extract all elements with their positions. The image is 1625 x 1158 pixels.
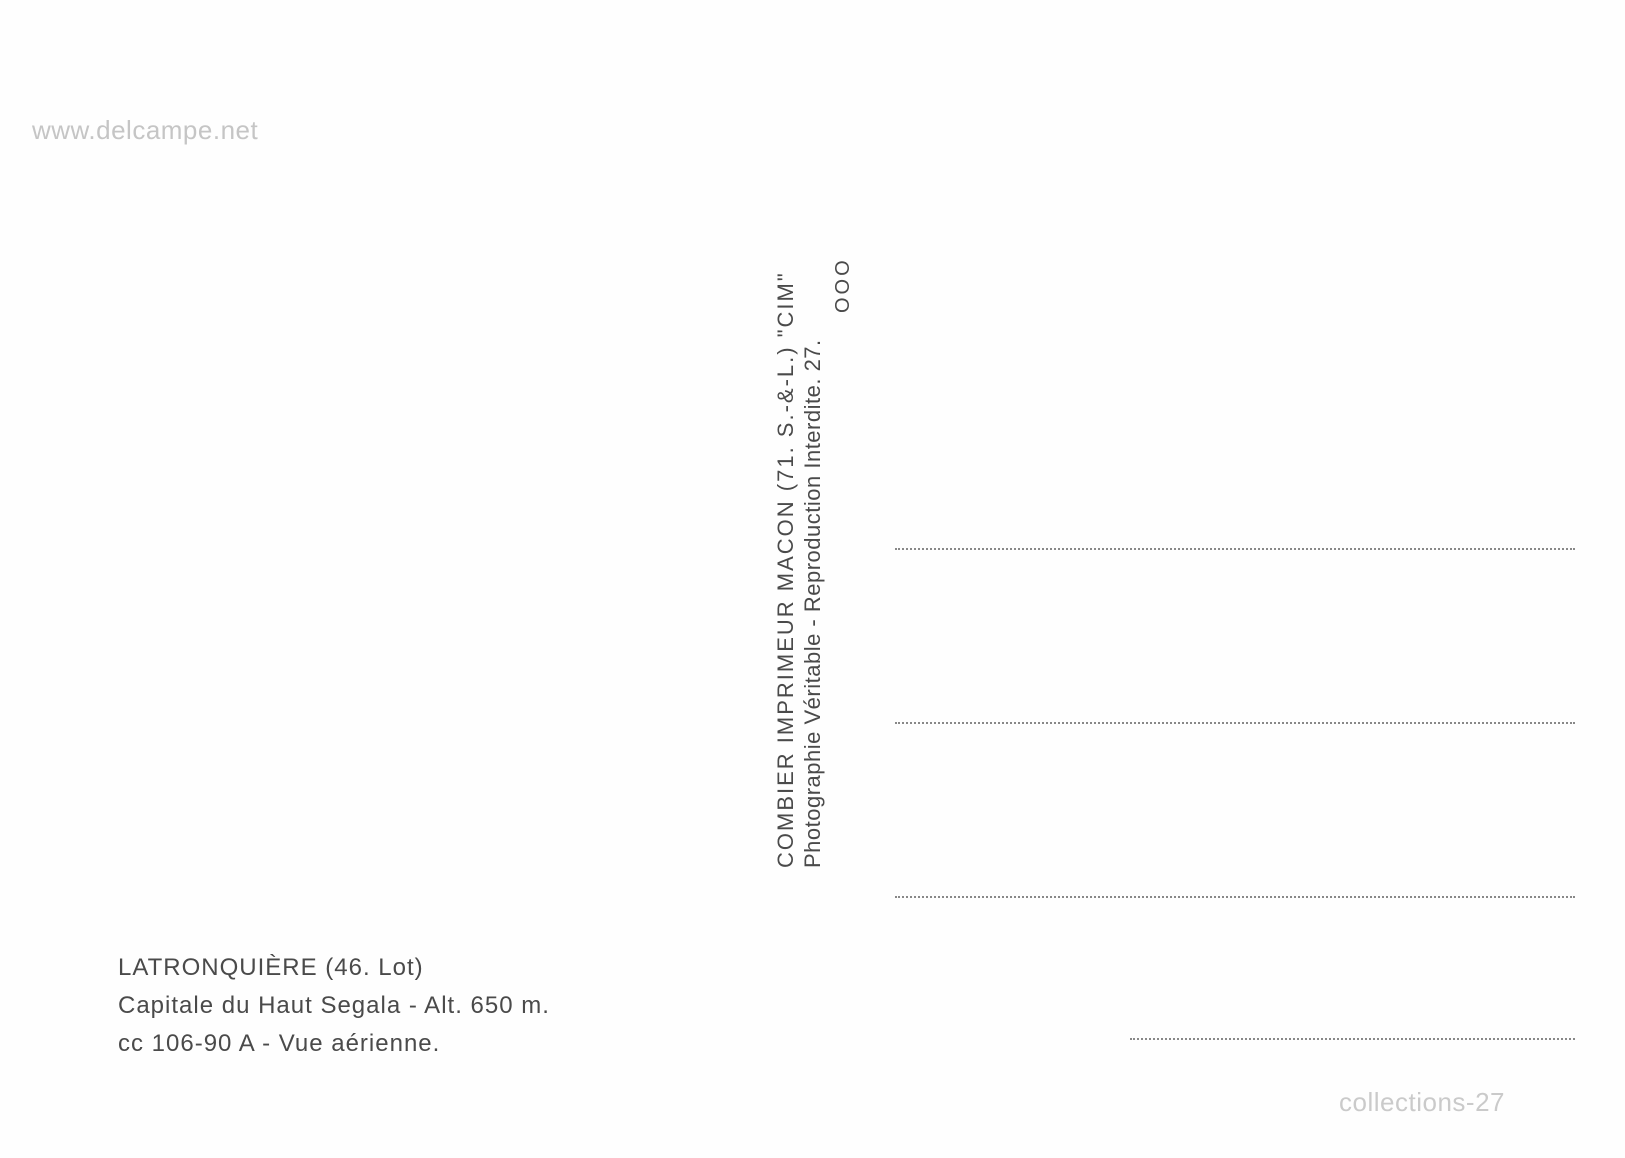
watermark-bottom-right: collections-27 bbox=[1339, 1087, 1505, 1118]
address-line-2 bbox=[895, 722, 1575, 724]
caption-block: LATRONQUIÈRE (46. Lot) Capitale du Haut … bbox=[118, 954, 550, 1068]
publisher-line-2: Photographie Véritable - Reproduction In… bbox=[800, 339, 826, 868]
caption-title: LATRONQUIÈRE (46. Lot) bbox=[118, 954, 550, 982]
caption-subtitle: Capitale du Haut Segala - Alt. 650 m. bbox=[118, 992, 550, 1020]
address-line-1 bbox=[895, 548, 1575, 550]
watermark-top-left: www.delcampe.net bbox=[32, 115, 258, 146]
address-line-4 bbox=[1130, 1038, 1575, 1040]
postcard-back: www.delcampe.net COMBIER IMPRIMEUR MACON… bbox=[0, 0, 1625, 1158]
caption-reference: cc 106-90 A - Vue aérienne. bbox=[118, 1030, 550, 1058]
publisher-line-1: COMBIER IMPRIMEUR MACON (71. S.-&-L.) "C… bbox=[773, 271, 799, 868]
address-line-3 bbox=[895, 896, 1575, 898]
publisher-code: OOO bbox=[832, 257, 855, 313]
